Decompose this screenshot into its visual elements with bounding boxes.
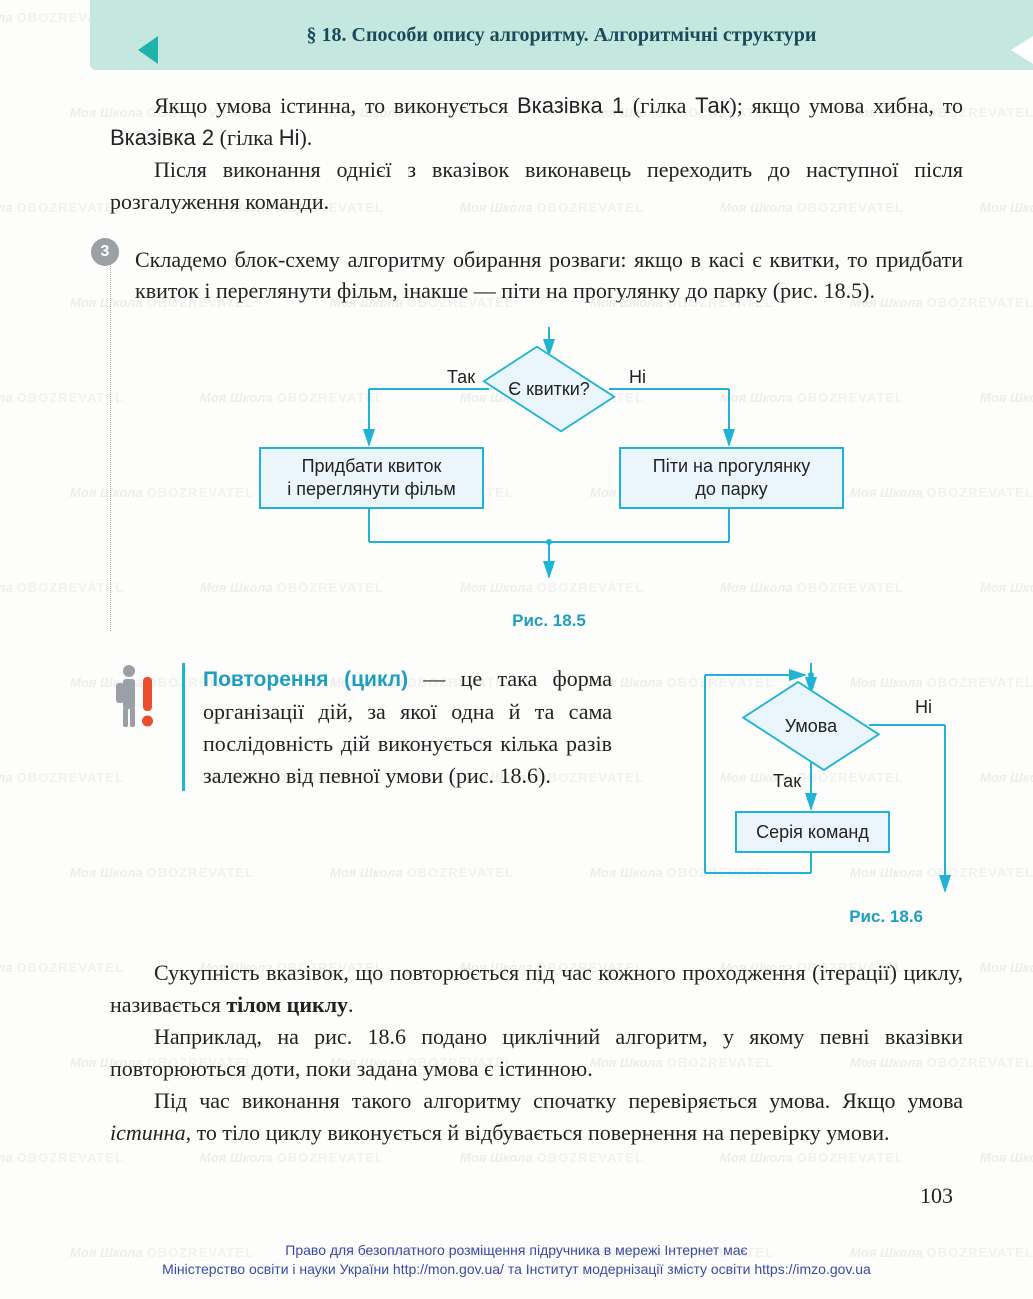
loop-body-box: Серія команд <box>735 811 890 853</box>
header-arrow-right-icon <box>1011 36 1033 64</box>
no-label: Ні <box>629 367 646 388</box>
branch-no: Ні <box>279 125 300 150</box>
tail-paragraph-1: Сукупність вказівок, що повторюється під… <box>110 957 963 1021</box>
yes-label: Так <box>447 367 475 388</box>
text: Якщо умова істинна, то виконується <box>154 93 517 118</box>
yes-action-box: Придбати квиток і переглянути фільм <box>259 447 484 509</box>
tail-paragraph-2: Наприклад, на рис. 18.6 подано циклічний… <box>110 1021 963 1085</box>
intro-paragraph-2: Після виконання однієї з вказівок викона… <box>110 154 963 218</box>
text: ). <box>299 125 312 150</box>
page-footer: Право для безоплатного розміщення підруч… <box>0 1241 1033 1279</box>
page-number: 103 <box>920 1183 953 1209</box>
decision-node: Є квитки? <box>503 357 595 421</box>
flowchart-18-5: Є квитки? Так Ні Придбати квиток і перег… <box>229 327 869 607</box>
text: ); якщо умова хибна, то <box>729 93 963 118</box>
footer-line-2: Міністерство освіти і науки України http… <box>0 1260 1033 1279</box>
figure-caption-18-5: Рис. 18.5 <box>135 611 963 631</box>
footer-line-1: Право для безоплатного розміщення підруч… <box>0 1241 1033 1260</box>
intro-paragraph-1: Якщо умова істинна, то виконується Вказі… <box>110 90 963 154</box>
loop-decision-label: Умова <box>763 693 859 759</box>
term-loop-body: тілом циклу <box>226 992 348 1017</box>
callout-text: Складемо блок-схему алгоритму обирання р… <box>135 244 963 308</box>
flowchart-18-6: Умова Ні Так Серія команд <box>683 663 963 903</box>
definition-term: Повторення (цикл) <box>203 668 408 691</box>
flowchart-18-6-wrap: Умова Ні Так Серія команд Рис. 18.6 <box>630 663 963 927</box>
instruction-2: Вказівка 2 <box>110 125 214 150</box>
instruction-1: Вказівка 1 <box>517 93 624 118</box>
text: , то тіло циклу виконується й відбуваєть… <box>186 1120 890 1145</box>
text: . <box>348 992 354 1017</box>
branch-yes: Так <box>695 93 729 118</box>
attention-icon <box>110 663 164 731</box>
tail-paragraph-3: Під час виконання такого алгоритму споча… <box>110 1085 963 1149</box>
page-header: § 18. Способи опису алгоритму. Алгоритмі… <box>90 0 1033 70</box>
text: (гілка <box>214 125 279 150</box>
header-arrow-left-icon <box>138 36 158 64</box>
figure-caption-18-6: Рис. 18.6 <box>630 907 963 927</box>
yes-label: Так <box>773 771 801 792</box>
definition-text: Повторення (цикл) — це така форма органі… <box>182 663 612 791</box>
term-true: істинна <box>110 1120 186 1145</box>
definition-block: Повторення (цикл) — це така форма органі… <box>110 663 963 927</box>
loop-decision-node: Умова <box>763 693 859 759</box>
no-label: Ні <box>915 697 932 718</box>
decision-label: Є квитки? <box>503 357 595 421</box>
section-title: § 18. Способи опису алгоритму. Алгоритмі… <box>307 24 817 47</box>
text: (гілка <box>624 93 695 118</box>
example-callout: 3 Складемо блок-схему алгоритму обирання… <box>110 244 963 632</box>
text: Під час виконання такого алгоритму споча… <box>154 1088 963 1113</box>
no-action-box: Піти на прогулянку до парку <box>619 447 844 509</box>
callout-badge: 3 <box>91 238 119 266</box>
